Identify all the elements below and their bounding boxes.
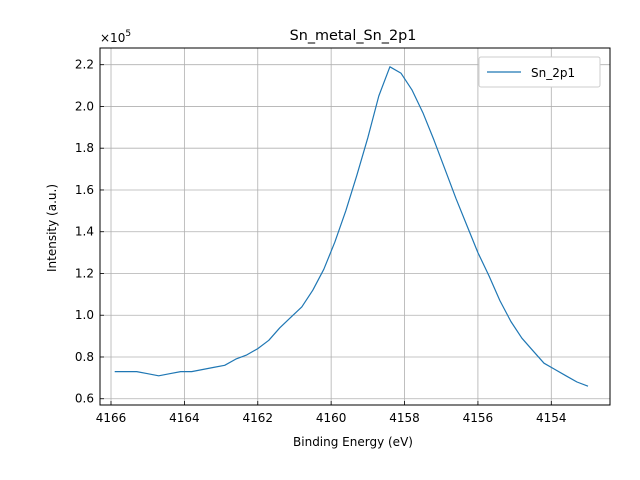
y-tick-label-1-6: 1.6 [75, 183, 94, 197]
y-tick-label-0-8: 0.8 [75, 350, 94, 364]
y-tick-label-2-2: 2.2 [75, 58, 94, 72]
legend-label-sn-2p1: Sn_2p1 [531, 66, 575, 80]
x-tick-label-4160: 4160 [316, 411, 347, 425]
x-tick-label-4166: 4166 [96, 411, 127, 425]
series-layer [114, 66, 589, 387]
y-tick-label-2-0: 2.0 [75, 99, 94, 113]
plot-frame [99, 47, 611, 406]
legend: Sn_2p1 [478, 56, 601, 88]
y-tick-label-1-0: 1.0 [75, 308, 94, 322]
grid [100, 48, 610, 405]
y-axis-title: Intensity (a.u.) [45, 184, 59, 272]
y-tick-label-1-2: 1.2 [75, 266, 94, 280]
y-tick-label-1-4: 1.4 [75, 225, 94, 239]
chart-title: Sn_metal_Sn_2p1 [290, 28, 417, 44]
x-tick-label-4162: 4162 [242, 411, 273, 425]
y-tick-label-0-6: 0.6 [75, 392, 94, 406]
x-tick-label-4154: 4154 [536, 411, 567, 425]
y-tick-label-1-8: 1.8 [75, 141, 94, 155]
x-tick-label-4156: 4156 [463, 411, 494, 425]
legend-box [478, 56, 601, 88]
series-line-sn-2p1 [114, 66, 589, 387]
x-axis-title: Binding Energy (eV) [293, 435, 413, 449]
x-tick-label-4158: 4158 [389, 411, 420, 425]
ticks: 4166 4164 4162 4160 4158 4156 4154 0.6 0.8 1.0 1.2… [75, 58, 567, 425]
y-scale-label: ×105 [100, 29, 131, 45]
x-tick-label-4164: 4164 [169, 411, 200, 425]
